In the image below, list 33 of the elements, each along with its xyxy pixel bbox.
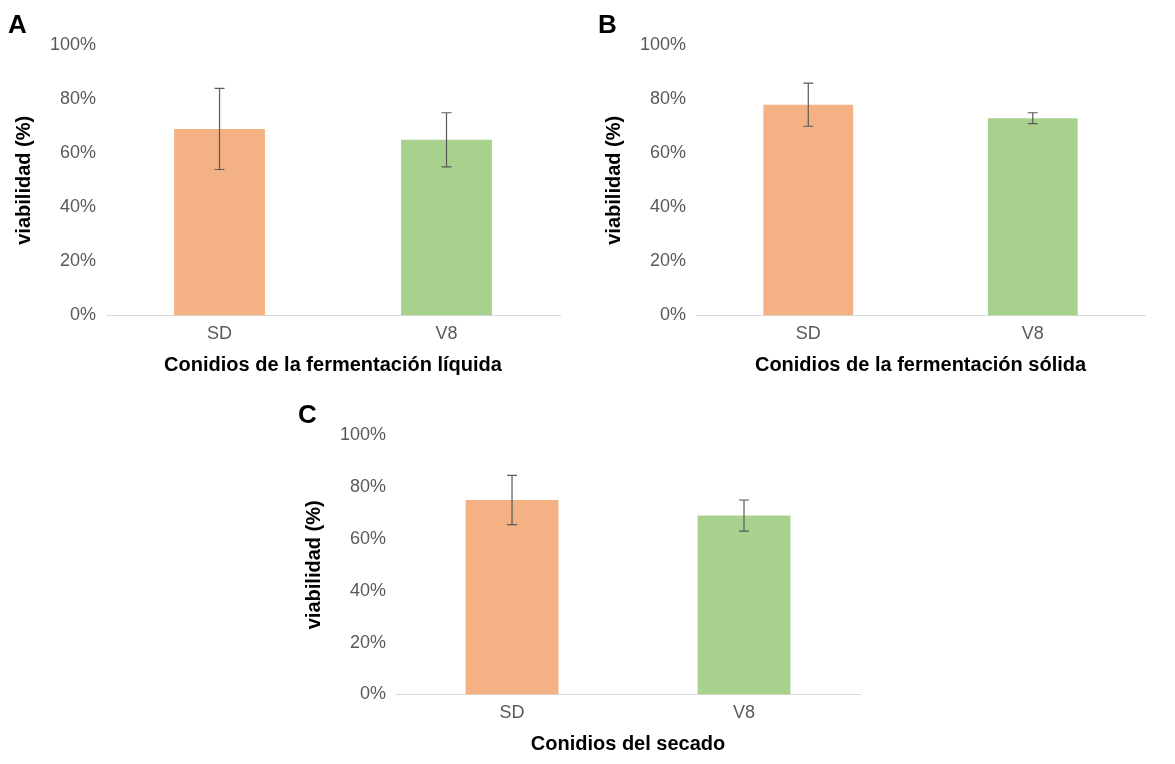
chart-title: B <box>598 8 617 39</box>
y-tick-label: 20% <box>350 631 387 652</box>
y-tick-label: 80% <box>650 88 687 109</box>
y-tick-label: 20% <box>60 250 97 271</box>
y-tick-label: 0% <box>360 683 387 704</box>
x-tick-label: V8 <box>435 323 458 344</box>
y-tick-label: 40% <box>650 196 687 217</box>
y-tick-label: 40% <box>60 196 97 217</box>
x-axis-title: Conidios de la fermentación líquida <box>164 352 503 375</box>
y-tick-label: 20% <box>650 250 687 271</box>
x-tick-label: SD <box>499 702 525 723</box>
y-tick-label: 100% <box>339 424 387 445</box>
y-tick-label: 80% <box>60 88 97 109</box>
y-tick-label: 0% <box>660 304 687 325</box>
y-tick-label: 80% <box>350 476 387 497</box>
y-tick-label: 0% <box>70 304 97 325</box>
x-tick-label: SD <box>207 323 233 344</box>
x-tick-label: V8 <box>732 702 756 723</box>
x-axis-title: Conidios del secado <box>530 731 726 754</box>
chart-title: C <box>298 398 317 429</box>
y-axis-title: viabilidad (%) <box>11 115 34 245</box>
y-tick-label: 100% <box>639 34 687 55</box>
y-tick-label: 60% <box>350 527 387 548</box>
y-tick-label: 40% <box>350 579 387 600</box>
x-tick-label: SD <box>795 323 821 344</box>
x-tick-label: V8 <box>1021 323 1044 344</box>
x-axis-title: Conidios de la fermentación sólida <box>754 352 1087 375</box>
y-axis-title: viabilidad (%) <box>301 500 324 630</box>
chart-title: A <box>8 8 27 39</box>
y-tick-label: 100% <box>49 34 97 55</box>
y-tick-label: 60% <box>650 142 687 163</box>
y-tick-label: 60% <box>60 142 97 163</box>
y-axis-title: viabilidad (%) <box>601 115 624 245</box>
